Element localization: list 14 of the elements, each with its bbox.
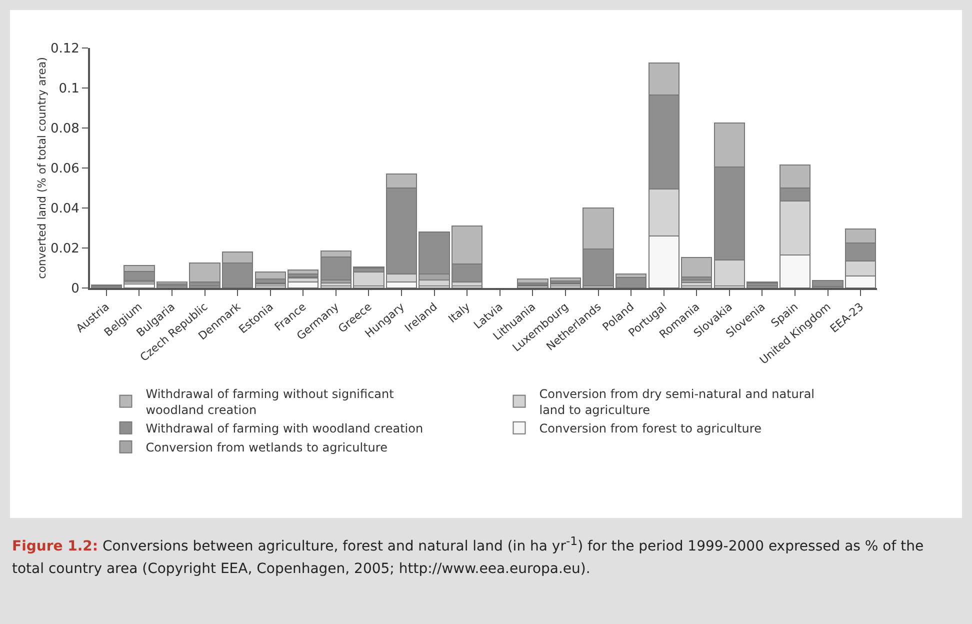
y-tick-label: 0 [71,282,80,297]
y-tick-label: 0.1 [58,82,80,97]
legend-label: Withdrawal of farming without significant woodland creation [146,387,394,417]
legend-label: Conversion from wetlands to agriculture [146,440,388,455]
legend-label: Conversion from dry semi-natural and natural land to agriculture [539,387,815,417]
y-axis-title: converted land (% of total country area) [35,57,48,279]
caption: Figure 1.2: Conversions between agriculture, forest and natural land (in ha yr$^{-1}$) for the period 1999-2000 expressed as % of the total country area (Copyright EEA, Copenhagen, 2005; http://www.eea.europa.eu). [12,533,925,579]
y-tick-label: 0.02 [50,242,80,257]
legend-label: Conversion from forest to agriculture [539,422,762,436]
y-tick-label: 0.04 [50,202,80,217]
y-tick-label: 0.12 [50,42,80,57]
y-tick-label: 0.06 [50,162,80,177]
legend-label: Withdrawal of farming with woodland creation [146,422,424,436]
y-tick-label: 0.08 [50,122,80,137]
